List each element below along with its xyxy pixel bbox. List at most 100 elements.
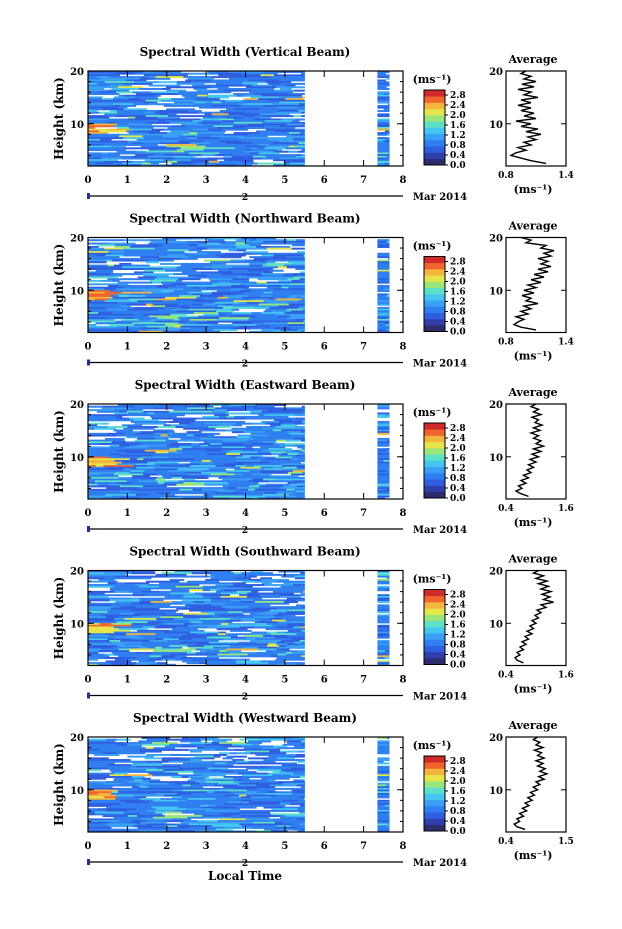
heatmap-cell bbox=[222, 478, 253, 481]
heatmap-cell bbox=[167, 434, 188, 437]
x-tick-label: 7 bbox=[360, 508, 367, 519]
heatmap-cell bbox=[272, 770, 280, 773]
heatmap-cell bbox=[245, 145, 260, 148]
colorbar-swatch bbox=[424, 127, 445, 135]
heatmap-cell bbox=[156, 301, 187, 304]
heatmap-cell bbox=[302, 327, 305, 330]
heatmap-cell bbox=[279, 595, 301, 598]
heatmap-cell bbox=[88, 458, 100, 461]
heatmap-cell bbox=[88, 787, 120, 790]
heatmap-cell bbox=[140, 587, 158, 590]
heatmap-cell bbox=[115, 91, 133, 94]
heatmap-cell bbox=[258, 487, 281, 490]
heatmap-cell bbox=[259, 132, 290, 135]
heatmap-cell bbox=[377, 487, 390, 490]
heatmap-cell bbox=[97, 91, 117, 94]
heatmap-cell bbox=[208, 128, 223, 131]
heatmap-cell bbox=[221, 655, 241, 658]
heatmap-cell bbox=[262, 274, 283, 277]
heatmap-cell bbox=[235, 806, 257, 809]
heatmap-cell bbox=[133, 612, 166, 615]
heatmap-cell bbox=[377, 789, 390, 792]
heatmap-cell bbox=[244, 463, 259, 466]
heatmap-cell bbox=[100, 77, 121, 80]
heatmap-cell bbox=[264, 71, 280, 73]
heatmap-cell bbox=[133, 483, 164, 486]
x-tick-label: 4 bbox=[242, 841, 249, 852]
heatmap-cell bbox=[112, 414, 128, 417]
heatmap-cell bbox=[247, 269, 270, 272]
heatmap-cell bbox=[287, 609, 305, 612]
heatmap-cell bbox=[249, 471, 262, 474]
colorbar-tick-label: 0.4 bbox=[450, 484, 466, 494]
heatmap-cell bbox=[157, 480, 168, 483]
heatmap-cell bbox=[133, 820, 148, 823]
heatmap-cell bbox=[229, 575, 250, 578]
heatmap-cell bbox=[228, 623, 256, 626]
heatmap-cell bbox=[377, 769, 390, 772]
heatmap-cell bbox=[291, 247, 305, 250]
heatmap-cell bbox=[205, 737, 219, 739]
heatmap-cell bbox=[88, 760, 117, 763]
heatmap-cell bbox=[150, 415, 177, 418]
heatmap-cell bbox=[110, 268, 141, 271]
heatmap-cell bbox=[115, 582, 125, 585]
heatmap-cell bbox=[156, 662, 167, 665]
heatmap-cell bbox=[232, 278, 250, 281]
heatmap-cell bbox=[286, 266, 305, 269]
heatmap-cell bbox=[136, 93, 153, 96]
heatmap-cell bbox=[188, 308, 215, 311]
colorbar-unit: (ms⁻¹) bbox=[413, 240, 452, 253]
heatmap-cell bbox=[88, 471, 116, 474]
heatmap-cell bbox=[137, 634, 155, 637]
heatmap-cell bbox=[388, 628, 390, 631]
heatmap-cell bbox=[212, 264, 224, 267]
heatmap-cell bbox=[124, 94, 134, 97]
heatmap-cell bbox=[250, 410, 263, 413]
avg-y-tick-label: 10 bbox=[489, 286, 503, 297]
heatmap-cell bbox=[223, 111, 245, 114]
heatmap-cell bbox=[107, 767, 130, 770]
heatmap-cell bbox=[154, 466, 169, 469]
heatmap-cell bbox=[105, 434, 117, 437]
heatmap-cell bbox=[168, 431, 175, 434]
heatmap-cell bbox=[191, 446, 223, 449]
heatmap-cell bbox=[141, 818, 172, 821]
heatmap-cell bbox=[276, 752, 287, 755]
heatmap-cell bbox=[248, 295, 261, 298]
heatmap-cell bbox=[232, 305, 255, 308]
heatmap-cell bbox=[155, 437, 169, 440]
heatmap-cell bbox=[139, 87, 163, 90]
heatmap-cell bbox=[263, 125, 273, 128]
heatmap-cell bbox=[144, 757, 163, 760]
heatmap-cell bbox=[193, 772, 210, 775]
heatmap-cell bbox=[143, 410, 150, 413]
heatmap-cell bbox=[202, 621, 233, 624]
heatmap-cell bbox=[119, 799, 144, 802]
heatmap-cell bbox=[297, 325, 305, 328]
heatmap-cell bbox=[265, 592, 294, 595]
heatmap-cell bbox=[254, 115, 263, 118]
heatmap-cell bbox=[118, 329, 131, 332]
heatmap-cell bbox=[285, 619, 305, 622]
heatmap-cell bbox=[109, 419, 134, 422]
heatmap-cell bbox=[217, 616, 246, 619]
heatmap-cell bbox=[377, 740, 390, 743]
heatmap-cell bbox=[256, 130, 275, 133]
heatmap-cell bbox=[240, 448, 255, 451]
heatmap-cell bbox=[377, 493, 390, 496]
heatmap-cell bbox=[110, 792, 120, 795]
heatmap-cell bbox=[120, 259, 149, 262]
heatmap-cell bbox=[261, 777, 290, 780]
heatmap-cell bbox=[242, 646, 259, 649]
colorbar-swatch bbox=[424, 460, 445, 468]
heatmap-cell bbox=[224, 803, 254, 806]
heatmap-cell bbox=[119, 135, 143, 138]
heatmap-cell bbox=[123, 742, 153, 745]
heatmap-cell bbox=[216, 254, 246, 257]
heatmap-cell bbox=[266, 247, 292, 250]
heatmap-cell bbox=[285, 599, 296, 602]
heatmap-cell bbox=[247, 592, 266, 595]
heatmap-cell bbox=[88, 492, 103, 495]
heatmap-cell bbox=[88, 324, 97, 327]
